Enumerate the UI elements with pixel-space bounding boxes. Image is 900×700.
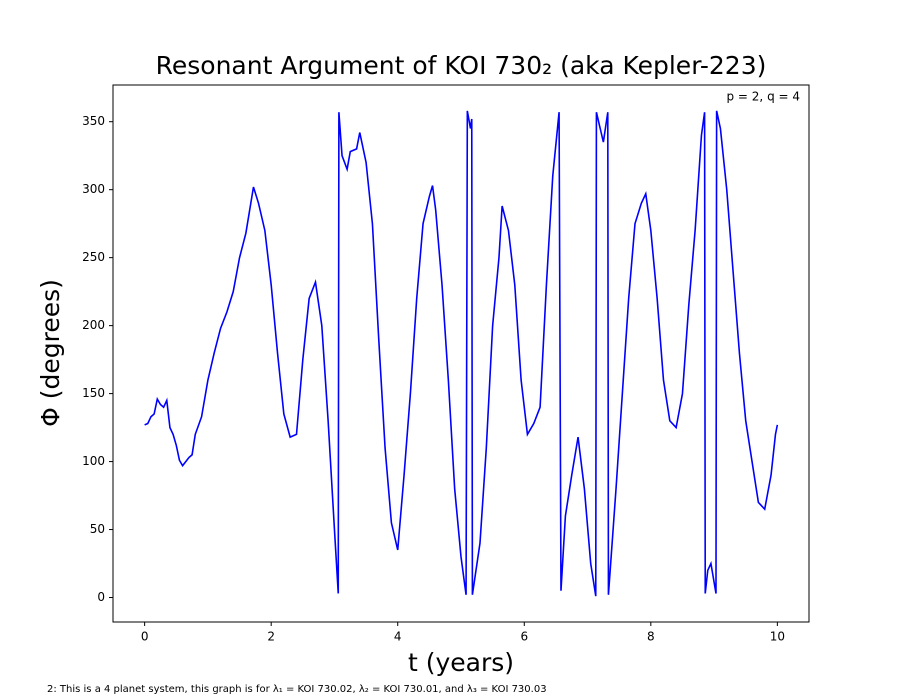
x-tick-label: 10	[770, 630, 785, 644]
y-tick-label: 150	[82, 386, 105, 400]
y-tick-label: 300	[82, 182, 105, 196]
data-line	[144, 110, 779, 597]
y-tick-label: 50	[90, 522, 105, 536]
y-tick-label: 0	[97, 590, 105, 604]
x-tick-label: 8	[647, 630, 655, 644]
x-tick-label: 2	[267, 630, 275, 644]
y-axis-label: Φ (degrees)	[36, 279, 65, 427]
x-tick-label: 0	[141, 630, 149, 644]
y-tick-label: 100	[82, 454, 105, 468]
annotation: p = 2, q = 4	[727, 90, 801, 104]
y-tick-label: 200	[82, 318, 105, 332]
y-tick-label: 350	[82, 114, 105, 128]
x-tick-label: 6	[520, 630, 528, 644]
y-tick-label: 250	[82, 250, 105, 264]
plot-frame	[112, 84, 810, 623]
x-tick-label: 4	[394, 630, 402, 644]
chart-title: Resonant Argument of KOI 730₂ (aka Keple…	[156, 51, 767, 80]
x-axis-label: t (years)	[408, 648, 514, 677]
footnote: 2: This is a 4 planet system, this graph…	[47, 684, 547, 695]
